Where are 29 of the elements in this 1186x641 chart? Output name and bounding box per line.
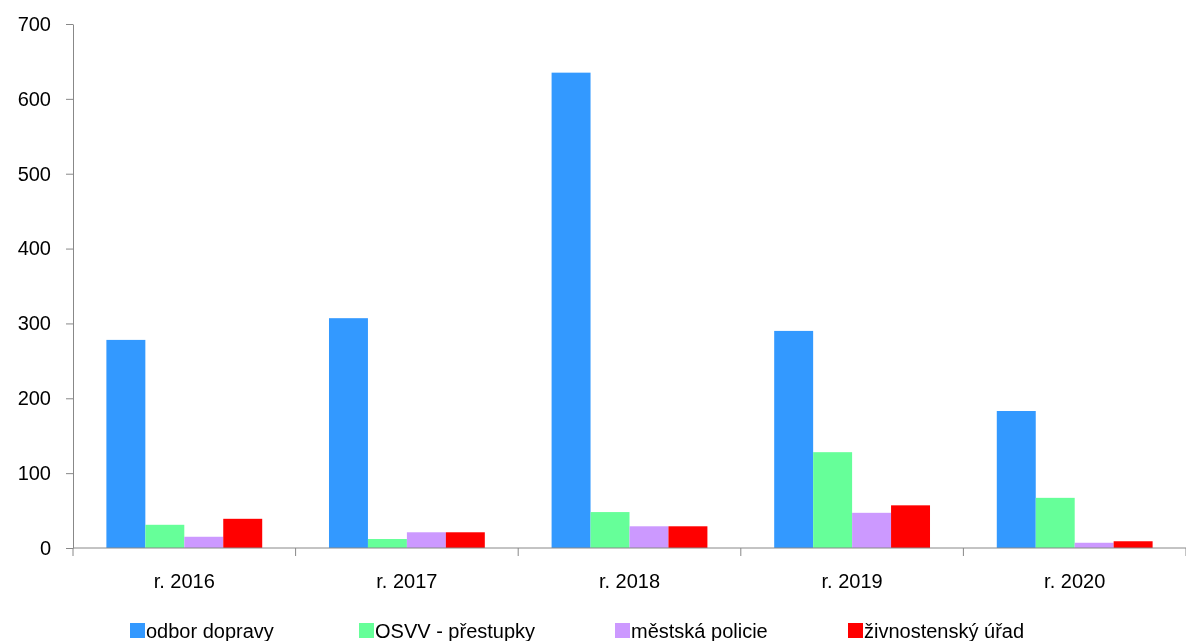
bar — [668, 526, 708, 548]
y-tick-label: 200 — [17, 387, 51, 410]
y-tick-label: 700 — [17, 12, 51, 35]
bar — [813, 452, 853, 548]
y-tick-label: 300 — [17, 312, 51, 335]
bar — [106, 339, 146, 548]
bar — [774, 330, 814, 548]
bar — [629, 526, 669, 548]
x-tick-label: r. 2018 — [598, 570, 661, 592]
y-tick-label: 0 — [39, 536, 51, 559]
bar — [1035, 497, 1075, 548]
x-tick-label: r. 2017 — [376, 570, 438, 592]
y-tick-label: 600 — [17, 87, 51, 110]
y-tick-label: 500 — [17, 162, 51, 185]
y-tick-label: 400 — [17, 237, 51, 260]
x-tick-label: r. 2019 — [821, 570, 883, 592]
bar — [590, 512, 630, 548]
bar — [445, 532, 485, 548]
bar — [328, 318, 368, 548]
bar — [852, 512, 892, 548]
x-tick-label: r. 2016 — [153, 570, 215, 592]
bar — [891, 505, 931, 548]
bar — [996, 411, 1036, 548]
bar — [551, 72, 591, 548]
bar — [223, 518, 263, 548]
bar — [145, 524, 185, 548]
y-tick-label: 100 — [17, 462, 51, 485]
x-tick-label: r. 2020 — [1044, 570, 1106, 592]
bar — [406, 532, 446, 548]
